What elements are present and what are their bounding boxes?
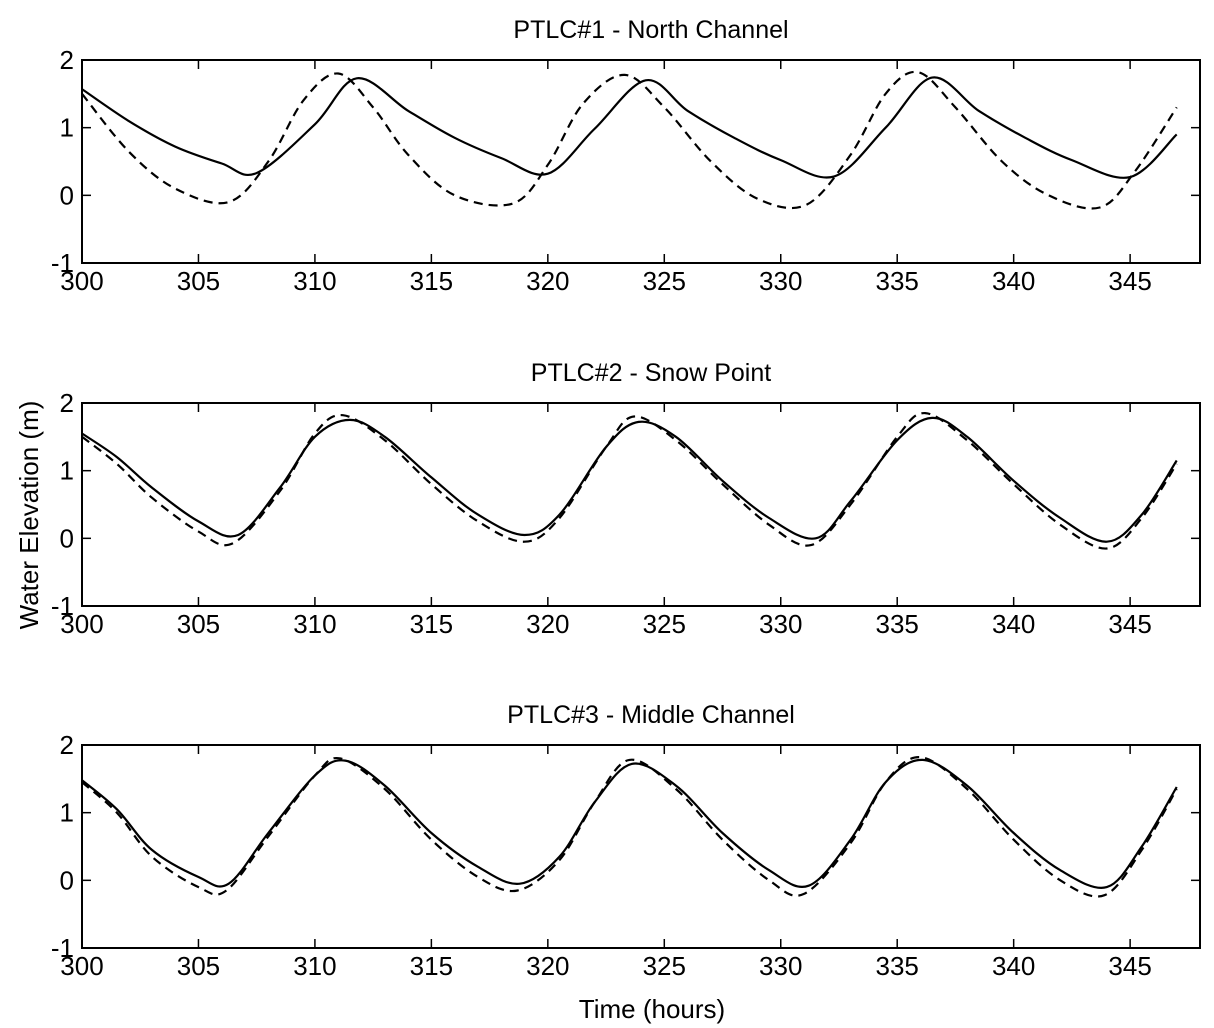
x-tick-label: 300 xyxy=(60,266,103,296)
y-tick-label: 0 xyxy=(60,523,74,553)
x-tick-label: 300 xyxy=(60,951,103,981)
x-tick-label: 330 xyxy=(759,951,802,981)
y-tick-label: 0 xyxy=(60,865,74,895)
x-tick-label: 335 xyxy=(876,609,919,639)
x-tick-label: 310 xyxy=(293,266,336,296)
x-tick-label: 305 xyxy=(177,951,220,981)
chart-title: PTLC#2 - Snow Point xyxy=(531,359,771,387)
x-tick-label: 305 xyxy=(177,609,220,639)
y-tick-label: -1 xyxy=(51,933,74,963)
y-tick-label: 2 xyxy=(60,45,74,75)
y-tick-label: 1 xyxy=(60,456,74,486)
x-tick-label: 310 xyxy=(293,609,336,639)
x-tick-label: 340 xyxy=(992,266,1035,296)
series-line-solid xyxy=(81,758,1178,889)
chart-panel-1: PTLC#1 - North Channel 300 305 310 315 320 325… xyxy=(51,16,1201,296)
x-tick-label: 300 xyxy=(60,609,103,639)
y-tick-label: 1 xyxy=(60,798,74,828)
x-tick-label: 315 xyxy=(410,266,453,296)
chart-panel-2: PTLC#2 - Snow Point 300 305 310 315 320 325 330… xyxy=(51,359,1201,639)
x-tick-label: 345 xyxy=(1108,609,1151,639)
x-tick-label: 315 xyxy=(410,951,453,981)
x-tick-label: 325 xyxy=(643,951,686,981)
x-tick-label: 310 xyxy=(293,951,336,981)
x-tick-label: 320 xyxy=(526,951,569,981)
y-tick-label: -1 xyxy=(51,248,74,278)
x-tick-label: 320 xyxy=(526,609,569,639)
x-tick-label: 315 xyxy=(410,609,453,639)
x-axis-label: Time (hours) xyxy=(579,994,725,1024)
x-tick-label: 345 xyxy=(1108,266,1151,296)
x-tick-label: 325 xyxy=(643,266,686,296)
chart-title: PTLC#1 - North Channel xyxy=(513,16,788,44)
x-tick-label: 320 xyxy=(526,266,569,296)
y-axis-label: Water Elevation (m) xyxy=(14,401,44,630)
series-line-solid xyxy=(81,416,1178,543)
x-tick-label: 305 xyxy=(177,266,220,296)
y-tick-label: 1 xyxy=(60,113,74,143)
x-tick-label: 335 xyxy=(876,951,919,981)
plot-frame xyxy=(81,402,1201,607)
chart-title: PTLC#3 - Middle Channel xyxy=(507,701,795,729)
series-line-solid xyxy=(81,76,1178,179)
y-tick-label: 2 xyxy=(60,388,74,418)
y-tick-label: 0 xyxy=(60,180,74,210)
plot-frame xyxy=(81,59,1201,264)
x-tick-label: 340 xyxy=(992,609,1035,639)
chart-panel-3: PTLC#3 - Middle Channel 300 305 310 315 320 32… xyxy=(51,701,1201,981)
y-tick-label: -1 xyxy=(51,591,74,621)
x-tick-label: 325 xyxy=(643,609,686,639)
plot-frame xyxy=(81,744,1201,949)
x-tick-label: 330 xyxy=(759,609,802,639)
x-tick-label: 340 xyxy=(992,951,1035,981)
series-line-dashed xyxy=(81,756,1178,898)
series-line-dashed xyxy=(81,70,1178,210)
x-tick-label: 345 xyxy=(1108,951,1151,981)
x-tick-label: 330 xyxy=(759,266,802,296)
y-tick-label: 2 xyxy=(60,730,74,760)
x-tick-label: 335 xyxy=(876,266,919,296)
series-line-dashed xyxy=(81,411,1178,550)
